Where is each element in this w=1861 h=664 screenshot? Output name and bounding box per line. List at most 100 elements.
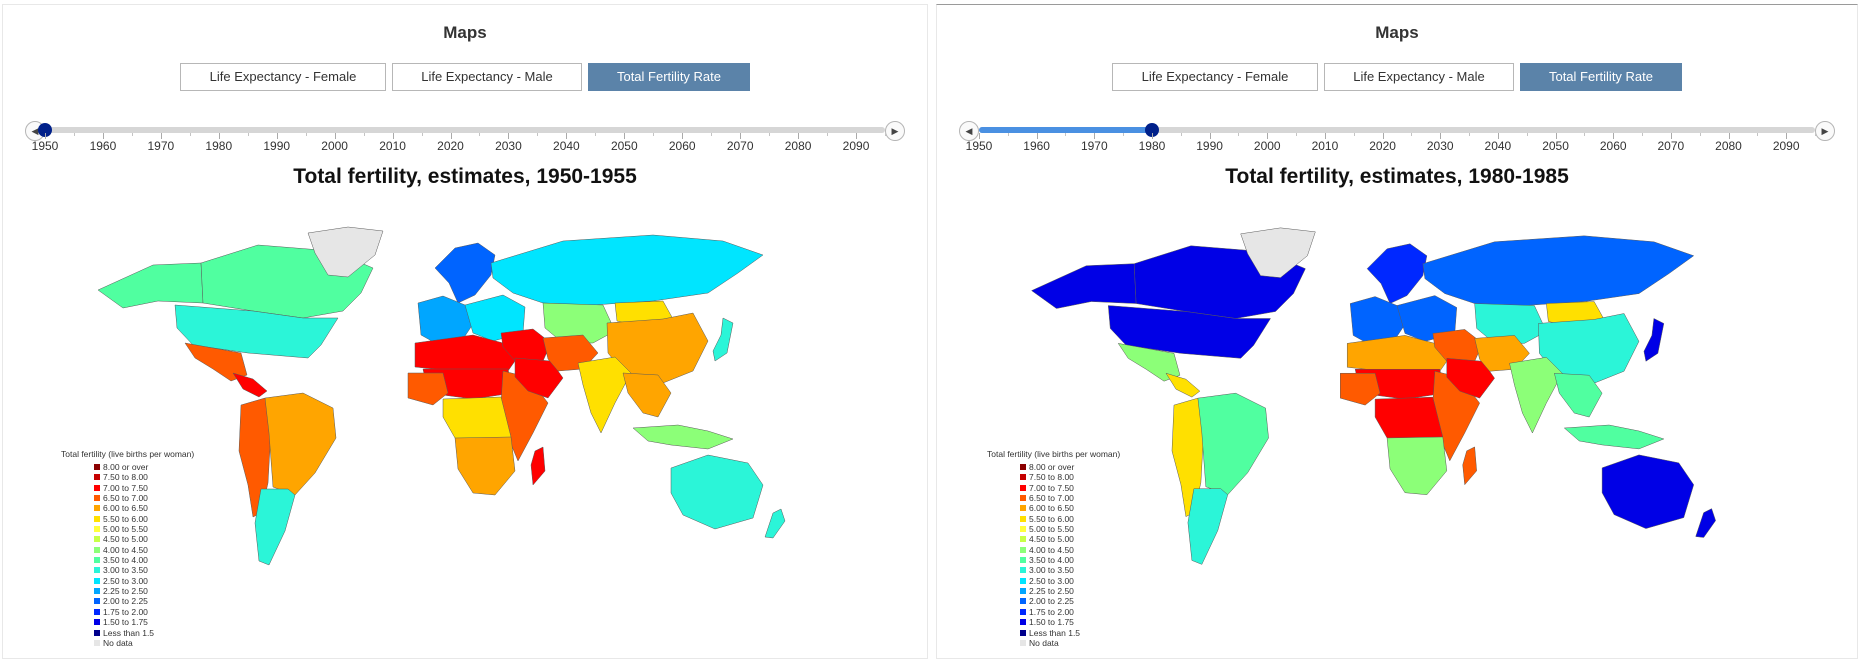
slider-tick-label[interactable]: 1970 (1080, 139, 1108, 153)
maps-title: Maps (1375, 23, 1419, 42)
map-region-brazil[interactable] (264, 392, 337, 496)
map-region-india[interactable] (577, 356, 632, 434)
map-region-madagascar[interactable] (530, 446, 546, 486)
map-region-australia[interactable] (670, 454, 764, 530)
map-region-n-africa[interactable] (1346, 335, 1448, 372)
map-region-india[interactable] (1509, 357, 1563, 434)
slider-tick-label[interactable]: 2040 (1484, 139, 1512, 153)
legend-item: 4.00 to 4.50 (987, 545, 1120, 555)
map-region-argentina[interactable] (254, 488, 296, 566)
slider-tick-label[interactable]: 2050 (1542, 139, 1569, 153)
map-region-central-asia[interactable] (542, 302, 616, 344)
map-region-central-asia[interactable] (1474, 303, 1547, 344)
next-arrow-icon[interactable]: ▶ (885, 121, 905, 141)
map-region-s-africa[interactable] (454, 436, 516, 496)
slider-tick-label[interactable]: 1960 (1023, 139, 1050, 153)
map-region-scandinavia[interactable] (1366, 243, 1428, 304)
year-slider[interactable]: ◀ ▶ 1950 1960 1970 1980 1990 2000 2010 2020 2030… (25, 117, 905, 165)
map-region-brazil[interactable] (1197, 392, 1269, 496)
map-region-scandinavia[interactable] (434, 242, 496, 304)
legend-swatch (94, 484, 100, 491)
slider-tick-label[interactable]: 1950 (31, 139, 59, 153)
slider-track[interactable] (38, 123, 885, 137)
slider-tick-label[interactable]: 2010 (379, 139, 406, 153)
slider-tick-label[interactable]: 1960 (89, 139, 117, 153)
slider-tick-label[interactable]: 1990 (263, 139, 291, 153)
map-region-w-europe[interactable] (417, 295, 476, 346)
slider-tick-label[interactable]: 2090 (1772, 139, 1800, 153)
map-region-indonesia[interactable] (1563, 424, 1665, 450)
slider-tick-label[interactable]: 2050 (610, 139, 638, 153)
legend-swatch (94, 505, 100, 512)
slider-tick-label[interactable]: 2000 (1253, 139, 1281, 153)
slider-tick (1411, 133, 1413, 136)
tab-life-expectancy-male[interactable]: Life Expectancy - Male (1324, 63, 1514, 91)
legend-swatch (94, 588, 100, 595)
map-region-mexico[interactable] (184, 342, 248, 382)
slider-tick-label[interactable]: 2040 (553, 139, 580, 153)
slider-tick-label[interactable]: 2020 (437, 139, 464, 153)
map-region-usa[interactable] (1107, 305, 1272, 359)
map-region-japan[interactable] (712, 317, 734, 362)
map-region-alaska[interactable] (97, 262, 204, 309)
legend-label: 7.50 to 8.00 (1029, 472, 1074, 483)
tab-life-expectancy-female[interactable]: Life Expectancy - Female (180, 63, 386, 91)
map-region-australia[interactable] (1601, 454, 1694, 529)
map-region-greenland[interactable] (307, 226, 384, 278)
slider-track[interactable] (979, 123, 1815, 137)
slider-tick-label[interactable]: 2060 (668, 139, 696, 153)
prev-arrow-icon[interactable]: ◀ (959, 121, 979, 141)
slider-tick-label[interactable]: 2010 (1311, 139, 1339, 153)
legend-title: Total fertility (live births per woman) (61, 449, 195, 459)
map-region-w-africa[interactable] (1340, 372, 1381, 406)
next-arrow-icon[interactable]: ▶ (1815, 121, 1835, 141)
slider-tick (479, 133, 481, 136)
slider-tick (979, 133, 980, 139)
map-region-central-am[interactable] (232, 372, 268, 398)
map-region-se-asia[interactable] (1553, 372, 1603, 418)
slider-tick (1815, 133, 1816, 136)
map-region-central-am[interactable] (1165, 372, 1201, 398)
year-slider[interactable]: ◀ ▶ 1950 1960 1970 1980 1990 2000 2010 2020 2030… (959, 117, 1835, 165)
tab-total-fertility-rate[interactable]: Total Fertility Rate (588, 63, 750, 91)
legend-swatch (1020, 619, 1026, 626)
map-region-indonesia[interactable] (632, 424, 734, 450)
slider-tick-label[interactable]: 2030 (1426, 139, 1454, 153)
slider-tick-label[interactable]: 2020 (1369, 139, 1396, 153)
map-region-mexico[interactable] (1117, 343, 1181, 382)
map-region-se-asia[interactable] (622, 372, 672, 418)
map-region-alaska[interactable] (1031, 263, 1137, 309)
map-region-greenland[interactable] (1240, 227, 1316, 278)
slider-tick-label[interactable]: 1950 (965, 139, 993, 153)
slider-handle[interactable] (1144, 123, 1159, 137)
map-region-russia[interactable] (490, 234, 764, 306)
slider-tick-label[interactable]: 1990 (1196, 139, 1223, 153)
slider-tick-label[interactable]: 2080 (1715, 139, 1742, 153)
map-region-n-africa[interactable] (414, 334, 516, 372)
slider-tick-label[interactable]: 1970 (147, 139, 175, 153)
slider-tick-label[interactable]: 1980 (1138, 139, 1166, 153)
map-region-argentina[interactable] (1187, 488, 1229, 565)
slider-tick-label[interactable]: 2070 (726, 139, 754, 153)
map-region-madagascar[interactable] (1462, 446, 1477, 486)
tab-life-expectancy-female[interactable]: Life Expectancy - Female (1112, 63, 1318, 91)
map-region-w-africa[interactable] (407, 372, 449, 406)
map-region-s-africa[interactable] (1386, 436, 1448, 495)
tab-life-expectancy-male[interactable]: Life Expectancy - Male (392, 63, 582, 91)
slider-handle[interactable] (38, 123, 52, 137)
legend-item: 5.00 to 5.50 (61, 524, 194, 534)
slider-tick-label[interactable]: 2070 (1657, 139, 1685, 153)
map-region-nz[interactable] (764, 508, 786, 539)
slider-tick-label[interactable]: 2060 (1599, 139, 1627, 153)
map-region-usa[interactable] (174, 304, 339, 359)
slider-tick-label[interactable]: 2090 (842, 139, 870, 153)
tab-total-fertility-rate[interactable]: Total Fertility Rate (1520, 63, 1682, 91)
slider-tick-label[interactable]: 2000 (321, 139, 348, 153)
map-region-w-europe[interactable] (1349, 296, 1408, 346)
map-region-russia[interactable] (1422, 235, 1695, 306)
map-region-nz[interactable] (1695, 508, 1716, 538)
slider-tick-label[interactable]: 2080 (784, 139, 812, 153)
map-region-japan[interactable] (1643, 318, 1665, 362)
slider-tick-label[interactable]: 2030 (495, 139, 522, 153)
slider-tick-label[interactable]: 1980 (205, 139, 233, 153)
